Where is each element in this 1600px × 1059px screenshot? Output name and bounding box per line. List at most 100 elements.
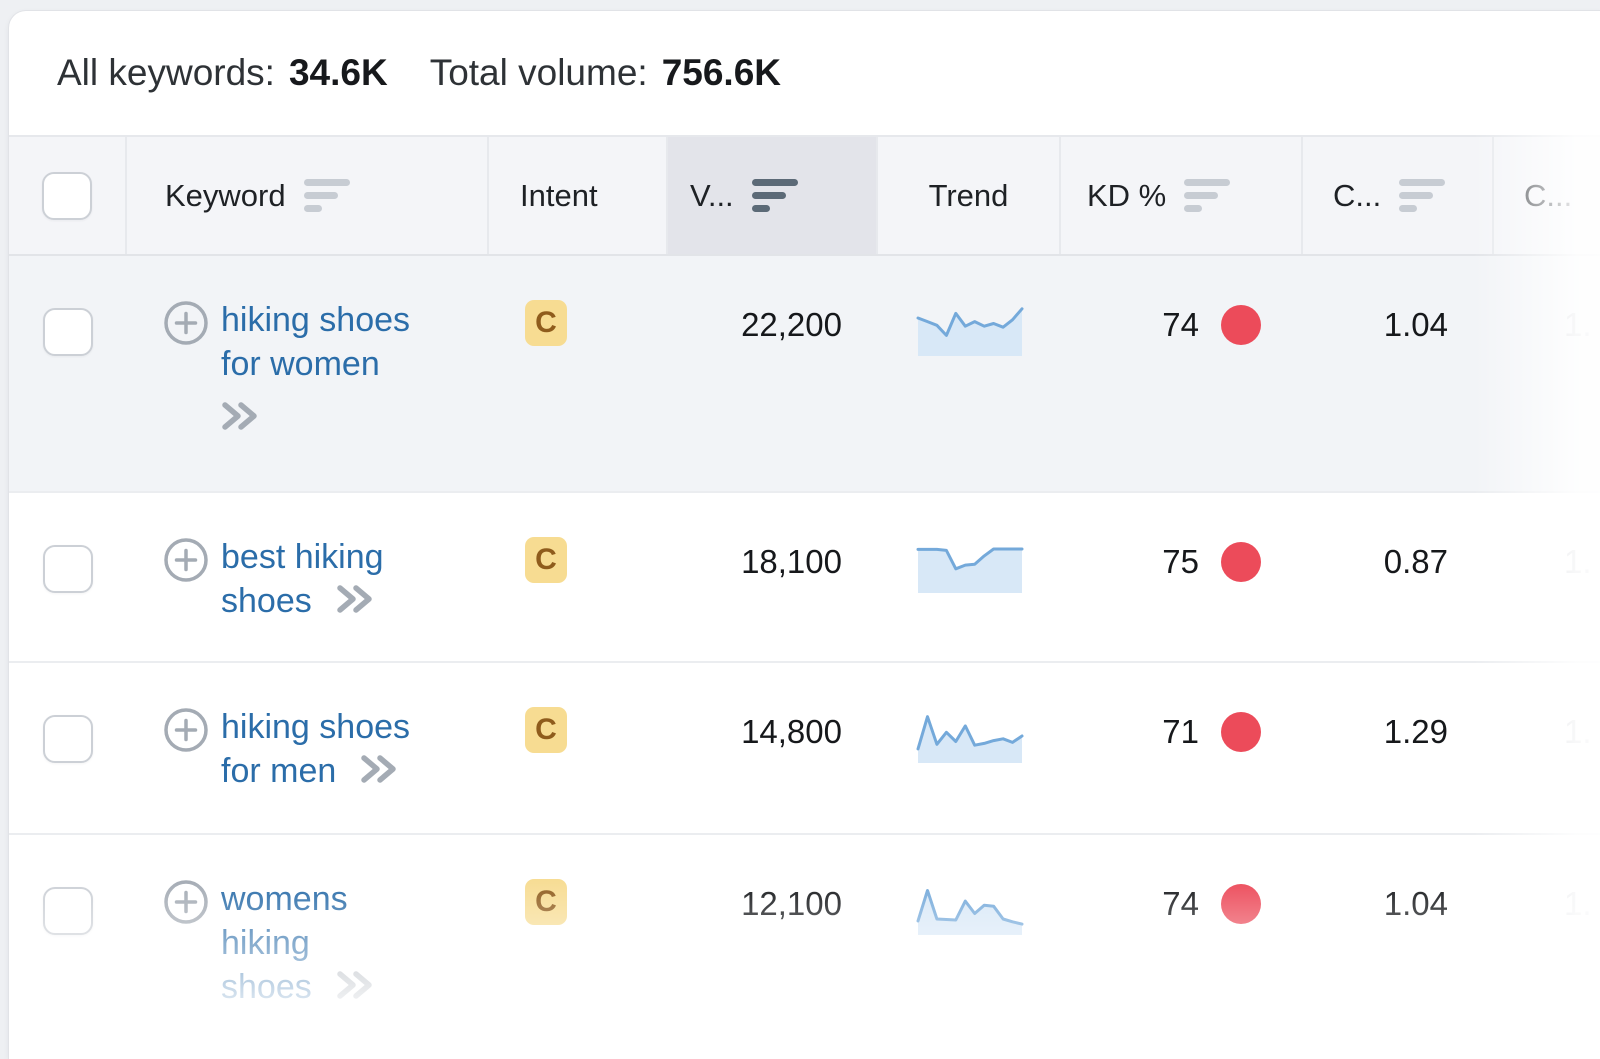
- intent-badge-commercial: C: [525, 537, 567, 583]
- cpc-cell: 1.29: [1383, 713, 1448, 750]
- keyword-link[interactable]: best hiking: [221, 538, 384, 576]
- kd-difficulty-dot: [1221, 305, 1261, 345]
- header-cpc-label: C...: [1333, 177, 1382, 213]
- volume-cell: 18,100: [741, 543, 842, 580]
- header-intent-label: Intent: [520, 177, 598, 213]
- keyword-table-card: All keywords: 34.6K Total volume: 756.6K…: [8, 10, 1600, 1059]
- intent-badge-commercial: C: [525, 300, 567, 346]
- volume-cell: 14,800: [741, 713, 842, 750]
- total-volume-label: Total volume:: [429, 52, 648, 93]
- table-row: womens hiking shoes C 12,100 74 1.04 1.: [9, 835, 1600, 1058]
- row-checkbox[interactable]: [43, 887, 93, 935]
- summary-bar: All keywords: 34.6K Total volume: 756.6K: [9, 11, 1600, 135]
- header-competition-cell: C...: [1494, 137, 1600, 254]
- header-competition-label: C...: [1524, 177, 1573, 213]
- keyword-link[interactable]: womens: [221, 880, 348, 918]
- row-select-cell: [9, 493, 127, 661]
- kd-cell: 74: [1061, 256, 1303, 491]
- open-keyword-chevron-icon[interactable]: [360, 751, 397, 795]
- kd-difficulty-dot: [1221, 542, 1261, 582]
- total-volume-value: 756.6K: [661, 52, 781, 93]
- row-select-cell: [9, 256, 127, 491]
- expand-plus-icon[interactable]: [163, 707, 209, 758]
- intent-badge-commercial: C: [525, 879, 567, 925]
- trend-cell: [878, 256, 1061, 491]
- kd-cell: 71: [1061, 663, 1303, 833]
- keyword-cell: hiking shoes for women: [127, 256, 489, 491]
- trend-sparkline: [916, 889, 1023, 935]
- header-select-cell: [9, 137, 127, 254]
- kd-cell: 75: [1061, 493, 1303, 661]
- keyword-link[interactable]: shoes: [221, 582, 312, 620]
- expand-plus-icon[interactable]: [163, 537, 209, 588]
- keyword-link[interactable]: shoes: [221, 968, 312, 1006]
- competition-cell: 1.: [1564, 543, 1592, 580]
- row-checkbox[interactable]: [43, 545, 93, 593]
- table-body: hiking shoes for women C 22,200 74 1.04 1. best…: [9, 256, 1600, 1058]
- header-trend-cell: Trend: [878, 137, 1061, 254]
- trend-sparkline: [916, 547, 1023, 593]
- open-keyword-chevron-icon[interactable]: [336, 967, 373, 1011]
- intent-cell: C: [489, 835, 668, 1056]
- row-checkbox[interactable]: [43, 308, 93, 356]
- competition-cell: 1.: [1564, 713, 1592, 750]
- table-row: hiking shoes for women C 22,200 74 1.04 1.: [9, 256, 1600, 493]
- kd-value: 71: [1162, 713, 1199, 750]
- header-kd-cell[interactable]: KD %: [1061, 137, 1303, 254]
- intent-cell: C: [489, 493, 668, 661]
- volume-cell: 12,100: [741, 885, 842, 922]
- intent-cell: C: [489, 256, 668, 491]
- intent-cell: C: [489, 663, 668, 833]
- header-volume-cell[interactable]: V...: [668, 137, 878, 254]
- keyword-cell: hiking shoes for men: [127, 663, 489, 833]
- header-cpc-cell[interactable]: C...: [1303, 137, 1494, 254]
- open-keyword-chevron-icon[interactable]: [336, 581, 373, 625]
- trend-sparkline: [916, 715, 1023, 763]
- row-select-cell: [9, 835, 127, 1056]
- header-volume-label: V...: [690, 177, 734, 213]
- competition-cell: 1.: [1564, 885, 1592, 922]
- keyword-link[interactable]: hiking shoes: [221, 301, 411, 339]
- keyword-cell: best hiking shoes: [127, 493, 489, 661]
- trend-cell: [878, 493, 1061, 661]
- table-row: best hiking shoes C 18,100 75 0.87 1.: [9, 493, 1600, 663]
- all-keywords-value: 34.6K: [288, 52, 388, 93]
- cpc-cell: 1.04: [1383, 885, 1448, 922]
- cpc-cell: 0.87: [1383, 543, 1448, 580]
- kd-value: 74: [1162, 306, 1199, 343]
- header-trend-label: Trend: [928, 177, 1009, 213]
- trend-cell: [878, 663, 1061, 833]
- cpc-cell: 1.04: [1383, 306, 1448, 343]
- total-volume-stat: Total volume: 756.6K: [430, 52, 781, 94]
- select-all-checkbox[interactable]: [42, 171, 92, 220]
- table-row: hiking shoes for men C 14,800 71 1.29 1.: [9, 663, 1600, 835]
- all-keywords-stat: All keywords: 34.6K: [57, 52, 388, 94]
- header-kd-label: KD %: [1087, 177, 1167, 213]
- keyword-link[interactable]: hiking: [221, 924, 310, 962]
- expand-plus-icon[interactable]: [163, 300, 209, 351]
- kd-difficulty-dot: [1221, 712, 1261, 752]
- keyword-link[interactable]: for men: [221, 752, 337, 790]
- header-keyword-cell[interactable]: Keyword: [127, 137, 489, 254]
- all-keywords-label: All keywords:: [57, 52, 275, 93]
- row-select-cell: [9, 663, 127, 833]
- keyword-link[interactable]: for women: [221, 345, 380, 383]
- trend-cell: [878, 835, 1061, 1056]
- kd-value: 74: [1162, 885, 1199, 922]
- expand-plus-icon[interactable]: [163, 879, 209, 930]
- competition-cell: 1.: [1564, 306, 1592, 343]
- sort-icon: [1399, 179, 1446, 212]
- intent-badge-commercial: C: [525, 707, 567, 753]
- keyword-link[interactable]: hiking shoes: [221, 708, 411, 746]
- header-intent-cell: Intent: [489, 137, 668, 254]
- row-checkbox[interactable]: [43, 715, 93, 763]
- header-keyword-label: Keyword: [165, 177, 286, 213]
- sort-icon-active: [751, 179, 798, 212]
- keyword-cell: womens hiking shoes: [127, 835, 489, 1056]
- kd-value: 75: [1162, 543, 1199, 580]
- trend-sparkline: [916, 307, 1023, 356]
- open-keyword-chevron-icon[interactable]: [221, 401, 258, 439]
- table-header-row: Keyword Intent V... Trend KD % C... C...: [9, 135, 1600, 256]
- sort-icon: [1184, 179, 1231, 212]
- volume-cell: 22,200: [741, 306, 842, 343]
